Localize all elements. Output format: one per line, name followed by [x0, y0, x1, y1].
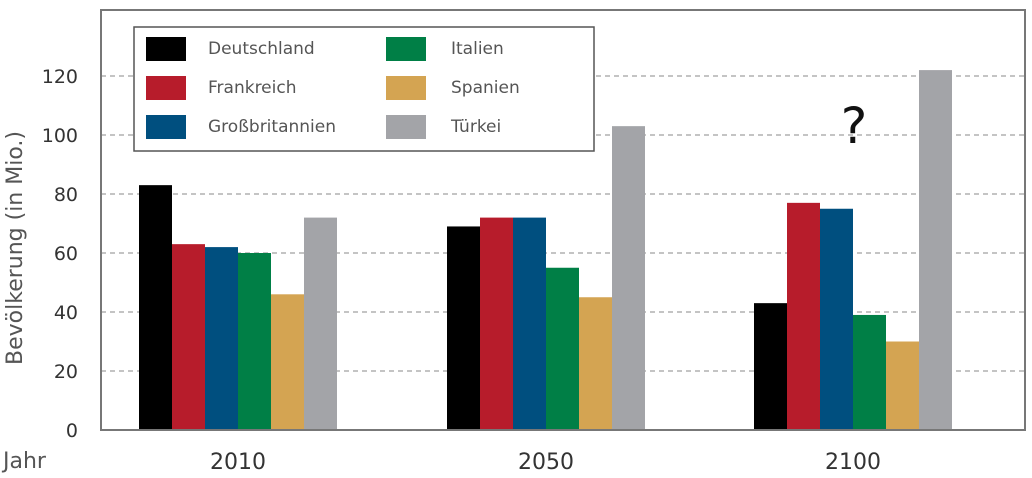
bar-spanien-2050	[579, 297, 612, 430]
legend-label: Frankreich	[208, 78, 297, 98]
legend-swatch-spanien	[386, 76, 426, 100]
y-tick-label: 60	[54, 243, 78, 265]
bar-deutschland-2050	[447, 226, 480, 430]
bar-türkei-2010	[304, 217, 337, 430]
y-axis-title: Bevölkerung (in Mio.)	[3, 131, 28, 365]
bar-spanien-2010	[271, 294, 304, 430]
y-tick-label: 80	[54, 184, 78, 206]
y-tick-label: 20	[54, 361, 78, 383]
bar-frankreich-2050	[480, 217, 513, 430]
bar-türkei-2100	[919, 70, 952, 430]
legend-swatch-türkei	[386, 115, 426, 139]
legend-box	[133, 26, 595, 152]
plot-frame	[100, 9, 1026, 431]
bar-frankreich-2100	[787, 202, 820, 430]
bar-italien-2050	[546, 267, 579, 430]
bar-großbritannien-2100	[820, 208, 853, 430]
y-tick-label: 100	[42, 125, 78, 147]
legend-label: Italien	[451, 39, 504, 59]
y-tick-label: 40	[54, 302, 78, 324]
axes	[100, 9, 1026, 431]
legend-swatch-italien	[386, 37, 426, 61]
bar-großbritannien-2050	[513, 217, 546, 430]
annotation-question-mark: ?	[841, 97, 868, 155]
x-tick-label: 2010	[210, 450, 266, 473]
legend-swatch-frankreich	[146, 76, 186, 100]
legend-label: Spanien	[451, 78, 520, 98]
legend-label: Deutschland	[208, 39, 315, 59]
y-tick-labels: 0 20 40 60 80 100 120	[42, 66, 78, 442]
x-tick-label: 2050	[518, 450, 574, 473]
bar-türkei-2050	[612, 126, 645, 431]
bar-spanien-2100	[886, 341, 919, 430]
bar-frankreich-2010	[172, 244, 205, 430]
legend-swatch-großbritannien	[146, 115, 186, 139]
legend-label: Großbritannien	[208, 117, 336, 137]
legend-swatch-deutschland	[146, 37, 186, 61]
x-tick-labels: 2010 2050 2100	[210, 450, 881, 475]
y-tick-label: 0	[66, 420, 78, 442]
bar-deutschland-2100	[754, 303, 787, 430]
bar-großbritannien-2010	[205, 247, 238, 430]
bar-italien-2010	[238, 253, 271, 430]
legend: Deutschland Frankreich Großbritannien Itali…	[133, 26, 595, 152]
x-tick-label: 2100	[825, 450, 881, 473]
bars	[139, 70, 952, 431]
y-tick-label: 120	[42, 66, 78, 88]
legend-label: Türkei	[450, 117, 501, 137]
x-axis-title: Jahr	[1, 449, 47, 473]
bar-italien-2100	[853, 314, 886, 430]
bar-deutschland-2010	[139, 185, 172, 430]
